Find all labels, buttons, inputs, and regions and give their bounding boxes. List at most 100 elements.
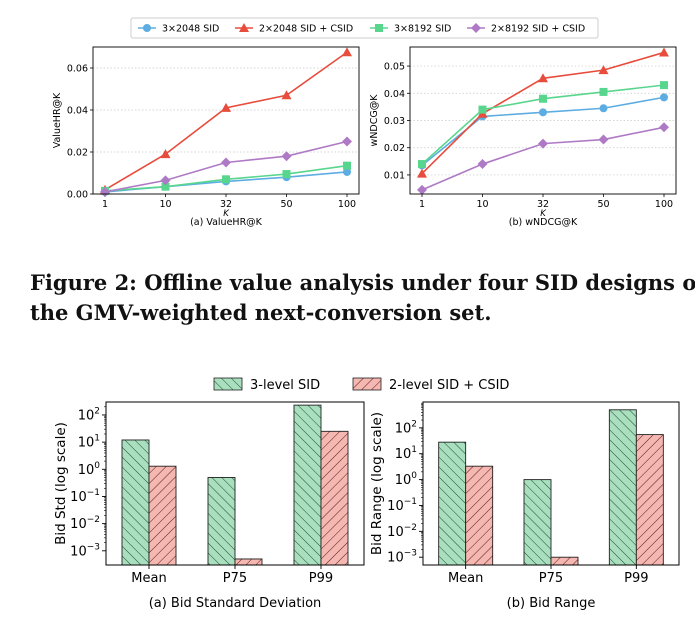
y-tick-label: 101 bbox=[78, 434, 100, 451]
y-tick-label: 101 bbox=[395, 445, 417, 462]
legend-marker bbox=[239, 23, 249, 32]
x-tick-label: P99 bbox=[309, 571, 333, 586]
bar bbox=[121, 439, 150, 566]
y-tick-label: 10−1 bbox=[387, 497, 417, 514]
bar bbox=[207, 477, 236, 566]
data-point bbox=[418, 160, 426, 169]
x-tick-label: P75 bbox=[539, 571, 563, 586]
plot-frame bbox=[409, 46, 677, 195]
chart-valuehr: 0.00 0.02 0.04 0.06 1 10 32 50 100 K(a) ValueHR@K… bbox=[52, 46, 360, 228]
data-point bbox=[538, 73, 548, 83]
bar bbox=[465, 465, 494, 566]
subcaption: (a) Bid Standard Deviation bbox=[149, 596, 322, 611]
figure-2-line-charts: 3×2048 SID 2×2048 SID + CSID 3×8192 SID 2×8… bbox=[52, 17, 677, 228]
y-tick-label: 0.05 bbox=[384, 62, 405, 73]
data-point bbox=[659, 47, 669, 57]
data-point bbox=[477, 159, 488, 170]
y-tick-label: 0.00 bbox=[67, 190, 88, 201]
data-point bbox=[598, 134, 609, 145]
data-point bbox=[660, 93, 668, 102]
subcaption: (b) Bid Range bbox=[507, 596, 596, 611]
legend-label: 3×2048 SID bbox=[162, 24, 219, 35]
x-tick-label: 32 bbox=[537, 199, 549, 210]
y-tick-label: 0.03 bbox=[384, 116, 405, 127]
data-point bbox=[599, 87, 608, 96]
data-point bbox=[598, 65, 609, 75]
x-axis-label: K bbox=[540, 209, 547, 219]
x-tick-label: 1 bbox=[419, 199, 425, 210]
y-axis-label: wNDCG@K bbox=[369, 94, 380, 147]
chart-bid-std: 10−3 10−2 10−1 100 101 102 Mean P75 P99 Bid Std (… bbox=[53, 401, 365, 611]
chart-wndcg: 0.01 0.02 0.03 0.04 0.05 1 10 32 50 100 K(b) wNDCG… bbox=[369, 46, 677, 228]
bar bbox=[635, 434, 664, 566]
legend-frame bbox=[130, 17, 599, 39]
legend-label: 2×2048 SID + CSID bbox=[259, 24, 353, 35]
x-tick-label: 100 bbox=[655, 199, 673, 210]
legend-label: 2-level SID + CSID bbox=[389, 378, 509, 393]
y-tick-label: 100 bbox=[395, 471, 418, 488]
x-tick-label: Mean bbox=[448, 571, 483, 586]
data-point bbox=[160, 149, 171, 159]
x-tick-label: 100 bbox=[338, 199, 356, 210]
y-tick-label: 0.04 bbox=[384, 89, 405, 100]
y-tick-label: 102 bbox=[395, 419, 417, 436]
bar bbox=[293, 404, 322, 566]
data-point bbox=[417, 184, 427, 195]
data-point bbox=[161, 182, 170, 191]
x-tick-label: P99 bbox=[624, 571, 648, 586]
caption-line-1: Figure 2: Offline value analysis under f… bbox=[30, 270, 695, 295]
x-tick-label: P75 bbox=[223, 571, 247, 586]
x-tick-label: 10 bbox=[476, 199, 488, 210]
y-tick-label: 10−3 bbox=[70, 542, 100, 559]
y-tick-label: 102 bbox=[78, 406, 100, 423]
x-tick-label: Mean bbox=[131, 571, 166, 586]
series-line bbox=[104, 51, 348, 191]
figure-3-legend: 3-level SID 2-level SID + CSID bbox=[213, 377, 509, 393]
x-tick-label: 1 bbox=[102, 199, 108, 210]
data-point bbox=[281, 151, 292, 162]
data-point bbox=[478, 105, 487, 114]
y-tick-label: 10−3 bbox=[387, 549, 417, 566]
y-axis-label: ValueHR@K bbox=[52, 92, 63, 148]
plot-frame bbox=[422, 401, 680, 566]
data-point bbox=[343, 161, 351, 170]
plot-frame bbox=[105, 401, 365, 566]
data-point bbox=[660, 81, 668, 90]
figure-3-bar-charts: 3-level SID 2-level SID + CSID 10−310−210… bbox=[53, 377, 680, 611]
legend-marker bbox=[471, 23, 481, 33]
caption-line-2: the GMV-weighted next-conversion set. bbox=[30, 300, 492, 325]
y-axis-label: Bid Std (log scale) bbox=[53, 422, 69, 545]
figure-2-caption: Figure 2: Offline value analysis under f… bbox=[30, 268, 695, 328]
y-axis-label: Bid Range (log scale) bbox=[369, 412, 385, 555]
y-tick-label: 10−2 bbox=[70, 515, 100, 532]
legend-swatch bbox=[213, 377, 243, 391]
data-point bbox=[342, 47, 352, 57]
legend-label: 3-level SID bbox=[250, 378, 320, 393]
y-tick-label: 0.06 bbox=[67, 64, 88, 75]
legend-marker bbox=[375, 24, 383, 32]
x-tick-label: 50 bbox=[280, 199, 292, 210]
subcaption: (a) ValueHR@K bbox=[190, 217, 263, 228]
x-axis-label: K bbox=[223, 209, 230, 219]
x-tick-label: 50 bbox=[597, 199, 609, 210]
y-tick-label: 0.02 bbox=[67, 148, 88, 159]
data-point bbox=[659, 122, 669, 133]
data-point bbox=[343, 167, 351, 176]
y-tick-label: 100 bbox=[78, 461, 101, 478]
legend-marker bbox=[143, 24, 151, 32]
legend-label: 3×8192 SID bbox=[394, 24, 451, 35]
bar bbox=[523, 479, 552, 566]
bar bbox=[320, 430, 349, 566]
y-tick-label: 0.04 bbox=[67, 106, 88, 117]
y-tick-label: 0.02 bbox=[384, 143, 405, 154]
legend-swatch bbox=[352, 377, 382, 391]
plot-frame bbox=[92, 46, 360, 195]
data-point bbox=[221, 157, 231, 168]
bar bbox=[148, 465, 177, 566]
data-point bbox=[539, 94, 547, 103]
data-point bbox=[221, 102, 231, 112]
data-point bbox=[160, 175, 171, 186]
bar bbox=[608, 409, 637, 566]
data-point bbox=[538, 138, 548, 149]
y-tick-label: 10−1 bbox=[70, 488, 100, 505]
